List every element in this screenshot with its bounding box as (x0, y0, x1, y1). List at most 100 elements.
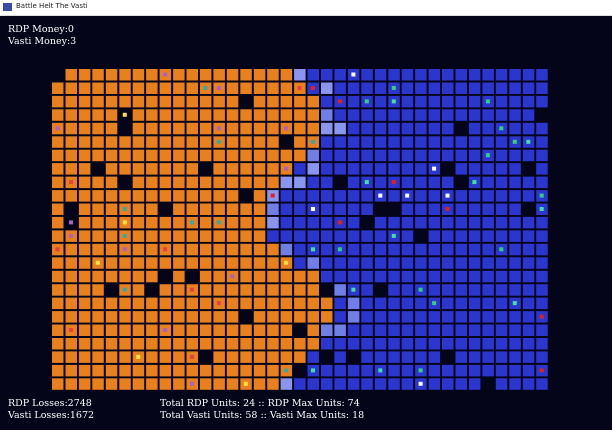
cell (294, 216, 306, 229)
cell (321, 324, 333, 336)
cell (253, 82, 266, 94)
cell (468, 378, 481, 390)
cell (374, 324, 387, 336)
cell (65, 297, 77, 310)
cell (199, 338, 212, 350)
cell (240, 243, 252, 256)
cell (321, 257, 333, 269)
cell (159, 203, 172, 215)
cell (388, 190, 400, 202)
cell (495, 176, 508, 189)
cell (186, 82, 198, 94)
cell (294, 297, 306, 310)
unit (539, 207, 544, 211)
cell (468, 216, 481, 229)
cell (65, 69, 77, 81)
cell (482, 270, 494, 283)
cell (522, 95, 535, 108)
cell (92, 176, 104, 189)
cell (173, 136, 185, 148)
cell (374, 95, 387, 108)
unit (378, 193, 383, 198)
cell (482, 243, 494, 256)
cell (105, 378, 118, 390)
cell (213, 243, 225, 256)
cell (495, 163, 508, 175)
cell (455, 163, 467, 175)
cell (186, 136, 198, 148)
cell (65, 122, 77, 135)
cell (240, 216, 252, 229)
unit (391, 180, 396, 185)
cell (374, 230, 387, 242)
cell (334, 163, 346, 175)
cell (455, 338, 467, 350)
cell (199, 297, 212, 310)
cell (294, 203, 306, 215)
cell (78, 176, 91, 189)
cell (442, 270, 454, 283)
cell (334, 122, 346, 135)
cell (119, 297, 131, 310)
cell (65, 257, 77, 269)
cell (52, 351, 64, 363)
cell (105, 270, 118, 283)
cell (401, 95, 414, 108)
cell (509, 203, 521, 215)
cell (347, 82, 360, 94)
cell (226, 203, 239, 215)
cell (240, 136, 252, 148)
cell (294, 243, 306, 256)
cell (105, 364, 118, 377)
cell (428, 149, 441, 162)
cell (52, 95, 64, 108)
cell (522, 230, 535, 242)
cell (307, 122, 319, 135)
cell (132, 95, 145, 108)
rdp-money: RDP Money:0 (8, 24, 74, 35)
cell (388, 163, 400, 175)
cell (536, 284, 548, 296)
cell (522, 216, 535, 229)
cell (374, 284, 387, 296)
cell (455, 95, 467, 108)
cell (146, 230, 158, 242)
cell (240, 203, 252, 215)
cell (173, 378, 185, 390)
cell (159, 163, 172, 175)
cell (388, 284, 400, 296)
cell (119, 311, 131, 323)
cell (213, 257, 225, 269)
cell (226, 324, 239, 336)
cell (52, 163, 64, 175)
cell (455, 216, 467, 229)
cell (267, 163, 279, 175)
cell (455, 190, 467, 202)
cell (92, 82, 104, 94)
cell (280, 69, 293, 81)
cell (132, 338, 145, 350)
cell (509, 243, 521, 256)
cell (240, 176, 252, 189)
unit (351, 72, 356, 77)
cell (213, 311, 225, 323)
cell (415, 311, 427, 323)
cell (294, 257, 306, 269)
cell (78, 284, 91, 296)
cell (267, 136, 279, 148)
cell (159, 149, 172, 162)
cell (132, 270, 145, 283)
cell (173, 82, 185, 94)
cell (199, 378, 212, 390)
cell (442, 176, 454, 189)
cell (159, 230, 172, 242)
cell (280, 378, 293, 390)
cell (536, 176, 548, 189)
cell (119, 149, 131, 162)
unit (499, 126, 504, 131)
cell (146, 122, 158, 135)
cell (105, 216, 118, 229)
unit (512, 139, 517, 144)
cell (132, 216, 145, 229)
cell (253, 69, 266, 81)
